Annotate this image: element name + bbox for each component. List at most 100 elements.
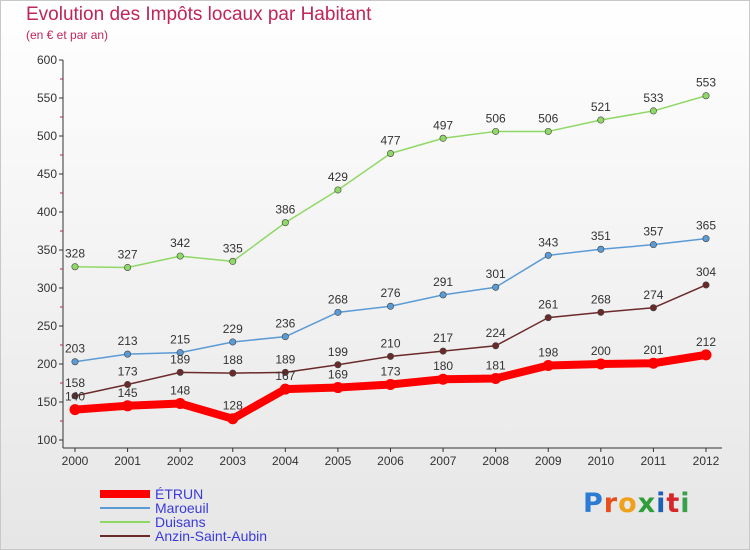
x-tick-label: 2001 xyxy=(114,454,141,468)
data-point xyxy=(649,107,657,115)
data-label: 343 xyxy=(538,235,558,249)
x-tick-label: 2006 xyxy=(377,454,404,468)
chart-title: Evolution des Impôts locaux par Habitant xyxy=(26,4,372,25)
data-point xyxy=(492,283,500,291)
data-label: 335 xyxy=(223,241,243,255)
data-point xyxy=(124,350,132,358)
data-point xyxy=(229,257,237,265)
data-point xyxy=(334,186,342,194)
x-tick-label: 2007 xyxy=(430,454,457,468)
data-label: 261 xyxy=(538,298,558,312)
data-label: 291 xyxy=(433,275,453,289)
data-label: 506 xyxy=(486,111,506,125)
logo-letter: o xyxy=(618,488,638,519)
data-label: 173 xyxy=(118,365,138,379)
data-label: 189 xyxy=(275,352,295,366)
data-point xyxy=(334,308,342,316)
data-label: 342 xyxy=(170,236,190,250)
data-label: 301 xyxy=(486,267,506,281)
data-label: 215 xyxy=(170,333,190,347)
y-tick-label: 200 xyxy=(37,357,57,371)
data-label: 477 xyxy=(380,133,400,147)
logo-letter: i xyxy=(680,488,691,519)
data-point xyxy=(281,333,289,341)
legend-label: Duisans xyxy=(155,514,206,530)
data-label: 276 xyxy=(380,286,400,300)
data-point xyxy=(649,304,657,312)
y-tick-label: 500 xyxy=(37,129,57,143)
data-label: 533 xyxy=(643,91,663,105)
x-tick-label: 2004 xyxy=(272,454,299,468)
data-point xyxy=(71,392,79,400)
data-label: 210 xyxy=(380,336,400,350)
data-label: 217 xyxy=(433,331,453,345)
y-tick-label: 400 xyxy=(37,205,57,219)
data-point xyxy=(544,314,552,322)
data-point xyxy=(702,235,710,243)
x-tick-label: 2011 xyxy=(641,454,667,468)
logo-letter: r xyxy=(603,488,619,519)
data-label: 148 xyxy=(170,384,190,398)
data-point xyxy=(281,219,289,227)
data-label: 328 xyxy=(65,247,85,261)
legend-label: Anzin-Saint-Aubin xyxy=(155,528,267,544)
chart-axes: 100 150 200 250 300 350 400 450 500 550 600 2000 200… xyxy=(37,53,722,468)
data-label: 167 xyxy=(275,369,295,383)
y-tick-label: 250 xyxy=(37,319,57,333)
data-label: 521 xyxy=(591,100,611,114)
data-point xyxy=(597,308,605,316)
data-label: 140 xyxy=(65,390,85,404)
data-label: 497 xyxy=(433,118,453,132)
data-label: 553 xyxy=(696,76,716,90)
data-label: 351 xyxy=(591,229,611,243)
data-label: 189 xyxy=(170,352,190,366)
data-point xyxy=(490,372,502,384)
data-point xyxy=(124,263,132,271)
data-label: 268 xyxy=(591,292,611,306)
data-point xyxy=(71,358,79,366)
data-label: 199 xyxy=(328,345,348,359)
data-label: 128 xyxy=(223,399,243,413)
data-label: 200 xyxy=(591,344,611,358)
data-point xyxy=(176,349,184,357)
data-label: 365 xyxy=(696,219,716,233)
data-point xyxy=(332,382,344,394)
data-point xyxy=(279,383,291,395)
x-tick-label: 2002 xyxy=(167,454,194,468)
data-point xyxy=(174,398,186,410)
data-point xyxy=(647,357,659,369)
data-label: 173 xyxy=(380,365,400,379)
data-label: 203 xyxy=(65,342,85,356)
data-point xyxy=(492,342,500,350)
x-tick-label: 2009 xyxy=(535,454,562,468)
data-labels: 328 327 342 335 386 429 477 497 506 506 521 533 553 2… xyxy=(65,76,716,413)
data-label: 274 xyxy=(643,288,663,302)
x-tick-label: 2008 xyxy=(482,454,509,468)
data-point xyxy=(122,400,134,412)
data-label: 236 xyxy=(275,317,295,331)
y-tick-label: 550 xyxy=(37,91,57,105)
data-point xyxy=(702,92,710,100)
data-label: 506 xyxy=(538,111,558,125)
data-point xyxy=(544,251,552,259)
data-label: 268 xyxy=(328,292,348,306)
legend-label: ÉTRUN xyxy=(155,486,203,502)
x-tick-label: 2010 xyxy=(587,454,614,468)
data-label: 181 xyxy=(486,358,506,372)
data-point xyxy=(386,149,394,157)
chart-subtitle: (en € et par an) xyxy=(26,28,109,42)
data-label: 229 xyxy=(223,322,243,336)
data-point xyxy=(649,241,657,249)
y-tick-label: 450 xyxy=(37,167,57,181)
x-tick-label: 2003 xyxy=(219,454,246,468)
data-label: 158 xyxy=(65,376,85,390)
data-point xyxy=(597,116,605,124)
x-tick-label: 2012 xyxy=(693,454,720,468)
y-tick-label: 100 xyxy=(37,433,57,447)
data-point xyxy=(69,404,81,416)
proxiti-logo: Proxiti xyxy=(583,488,691,519)
y-tick-label: 600 xyxy=(37,53,57,67)
